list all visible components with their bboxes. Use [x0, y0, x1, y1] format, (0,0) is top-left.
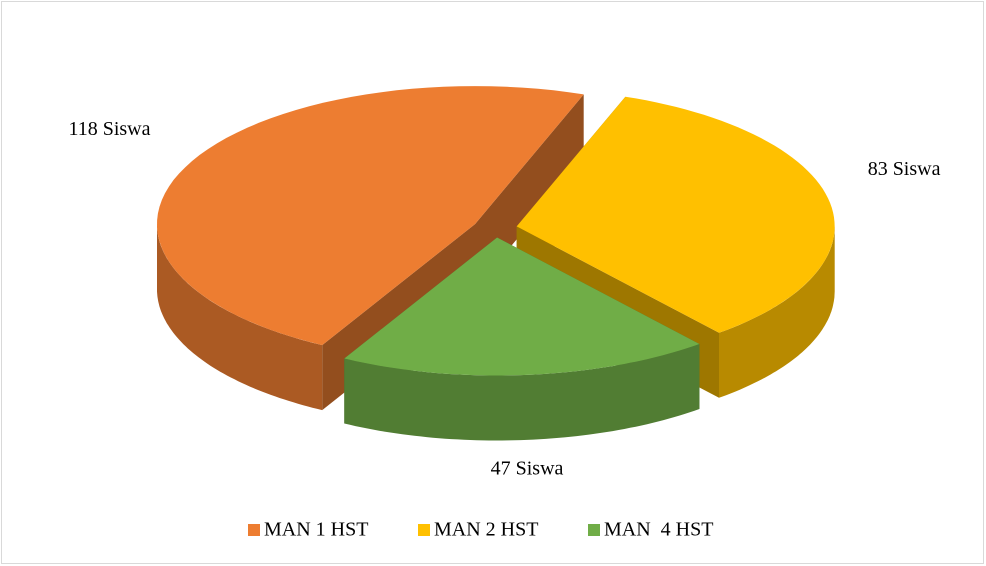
slice — [344, 237, 700, 376]
slice — [157, 86, 584, 346]
legend-label: MAN 1 HST — [264, 519, 368, 541]
legend-swatch — [418, 524, 430, 536]
data-label: 47 Siswa — [491, 457, 564, 479]
slice-wall — [719, 226, 835, 398]
data-label: 118 Siswa — [68, 118, 150, 140]
legend-label: MAN 2 HST — [434, 519, 538, 541]
slice — [516, 96, 835, 333]
slice — [344, 237, 700, 441]
slice-wall — [157, 224, 323, 411]
legend-swatch — [588, 524, 600, 536]
data-label: 83 Siswa — [868, 158, 941, 180]
legend-label: MAN 4 HST — [604, 519, 713, 541]
legend-swatch — [248, 524, 260, 536]
slice-wall — [344, 344, 700, 441]
